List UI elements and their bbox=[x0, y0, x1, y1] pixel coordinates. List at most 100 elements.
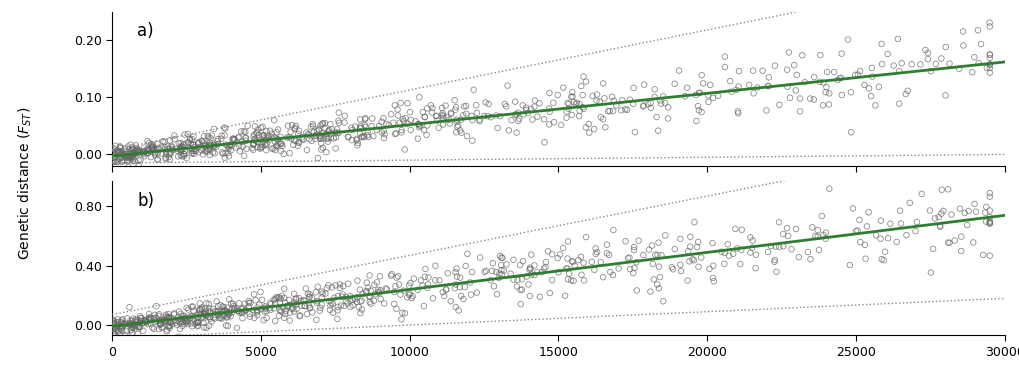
Point bbox=[770, 102, 787, 108]
Point bbox=[566, 99, 582, 105]
Point bbox=[301, 302, 317, 308]
Point bbox=[493, 254, 510, 261]
Point bbox=[160, 144, 176, 150]
Point bbox=[111, 144, 127, 151]
Point bbox=[388, 275, 405, 281]
Point bbox=[564, 258, 580, 264]
Point bbox=[185, 307, 202, 314]
Point bbox=[313, 136, 329, 142]
Point bbox=[170, 140, 186, 147]
Point bbox=[926, 61, 943, 67]
Point bbox=[246, 291, 262, 298]
Point bbox=[450, 307, 467, 314]
Point bbox=[144, 144, 160, 150]
Point bbox=[451, 275, 468, 281]
Point bbox=[181, 316, 198, 322]
Point bbox=[878, 51, 895, 57]
Point bbox=[131, 313, 148, 319]
Point bbox=[596, 95, 612, 101]
Point bbox=[162, 315, 178, 321]
Point bbox=[147, 152, 163, 158]
Point bbox=[137, 317, 153, 323]
Point bbox=[700, 99, 716, 105]
Point bbox=[206, 143, 222, 149]
Point bbox=[557, 265, 574, 271]
Point bbox=[334, 291, 351, 298]
Point bbox=[302, 291, 318, 298]
Point bbox=[531, 294, 547, 300]
Point bbox=[158, 151, 174, 157]
Point bbox=[646, 252, 662, 258]
Point bbox=[111, 156, 127, 162]
Point bbox=[646, 94, 662, 100]
Point bbox=[360, 134, 376, 140]
Point bbox=[239, 123, 256, 129]
Point bbox=[856, 242, 872, 248]
Point bbox=[246, 133, 262, 140]
Point bbox=[448, 273, 465, 280]
Point bbox=[130, 324, 147, 330]
Point bbox=[142, 321, 158, 327]
Point bbox=[280, 297, 297, 303]
Point bbox=[278, 304, 294, 310]
Point bbox=[308, 317, 324, 323]
Point bbox=[656, 232, 673, 239]
Point bbox=[747, 252, 763, 258]
Point bbox=[543, 277, 559, 283]
Point bbox=[270, 140, 286, 147]
Point bbox=[271, 307, 287, 313]
Point bbox=[116, 157, 132, 163]
Point bbox=[510, 118, 526, 124]
Point bbox=[194, 138, 210, 144]
Point bbox=[833, 50, 849, 57]
Point bbox=[399, 100, 416, 106]
Point bbox=[507, 129, 524, 136]
Point bbox=[166, 136, 182, 142]
Point bbox=[126, 151, 143, 157]
Point bbox=[160, 154, 176, 160]
Point bbox=[110, 149, 126, 156]
Point bbox=[283, 306, 300, 312]
Point bbox=[109, 323, 125, 329]
Point bbox=[105, 331, 121, 337]
Point bbox=[401, 280, 418, 286]
Point bbox=[447, 269, 464, 275]
Point bbox=[817, 84, 834, 90]
Point bbox=[362, 301, 378, 307]
Point bbox=[666, 246, 683, 252]
Point bbox=[924, 173, 941, 179]
Point bbox=[721, 78, 738, 84]
Point bbox=[257, 141, 273, 147]
Point bbox=[715, 261, 732, 267]
Point bbox=[193, 312, 209, 318]
Point bbox=[191, 307, 207, 314]
Point bbox=[229, 308, 246, 314]
Point bbox=[376, 131, 392, 137]
Point bbox=[196, 140, 212, 146]
Point bbox=[171, 146, 187, 152]
Point bbox=[186, 321, 203, 327]
Point bbox=[117, 154, 133, 160]
Point bbox=[179, 321, 196, 327]
Point bbox=[191, 140, 207, 146]
Point bbox=[111, 327, 127, 333]
Point bbox=[922, 68, 938, 74]
Point bbox=[170, 153, 186, 160]
Point bbox=[420, 281, 436, 287]
Point bbox=[765, 259, 782, 265]
Point bbox=[143, 315, 159, 321]
Point bbox=[447, 119, 464, 125]
Point bbox=[293, 303, 310, 309]
Point bbox=[311, 127, 327, 133]
Point bbox=[109, 316, 125, 323]
Point bbox=[183, 323, 200, 330]
Point bbox=[664, 266, 681, 272]
Point bbox=[325, 310, 341, 316]
Point bbox=[612, 107, 629, 113]
Point bbox=[393, 129, 410, 135]
Point bbox=[172, 140, 189, 146]
Point bbox=[327, 282, 343, 289]
Point bbox=[818, 69, 835, 75]
Point bbox=[620, 255, 636, 261]
Point bbox=[346, 296, 363, 302]
